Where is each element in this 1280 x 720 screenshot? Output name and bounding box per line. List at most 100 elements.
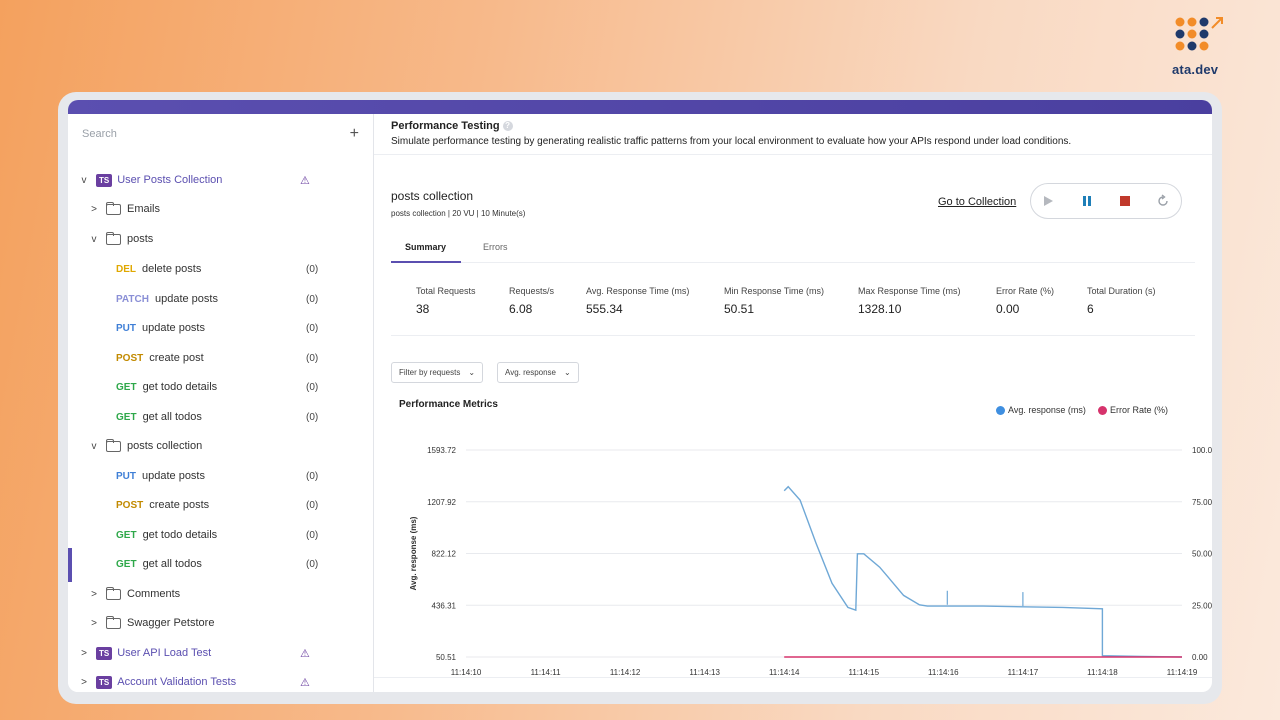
chevron-icon[interactable]: > [81,647,87,659]
http-method-badge: PATCH [116,293,149,305]
y-left-tick-label: 1593.72 [427,446,456,455]
http-method-badge: POST [116,352,144,364]
chevron-icon[interactable]: v [91,440,97,452]
sidebar-folder[interactable]: v posts [68,228,368,250]
result-tabs: Summary Errors [391,234,1195,263]
help-icon[interactable]: ? [502,121,513,132]
screen-frame: Search + v TS User Posts Collection ⚠ > Email… [58,92,1222,704]
top-bar [68,100,1212,114]
request-label: get todo details [142,381,218,393]
http-method-badge: GET [116,558,137,570]
page-title: Performance Testing? [391,120,513,132]
http-method-badge: GET [116,411,137,423]
sidebar-collection[interactable]: > TS User API Load Test ⚠ [68,642,368,664]
sidebar-request[interactable]: POST create posts (0) [68,494,368,516]
http-method-badge: GET [116,529,137,541]
play-button[interactable] [1040,193,1056,209]
stat-error-rate: Error Rate (%) 0.00 [996,286,1054,316]
sidebar-collection[interactable]: v TS User Posts Collection ⚠ [68,169,368,191]
tab-summary[interactable]: Summary [405,242,447,252]
add-icon[interactable]: + [349,125,359,142]
legend-error-rate[interactable]: Error Rate (%) [1098,405,1168,415]
sidebar-request[interactable]: PUT update posts (0) [68,317,368,339]
stat-total-requests: Total Requests 38 [416,286,476,316]
chevron-icon[interactable]: > [91,203,97,215]
warning-icon: ⚠ [300,174,310,187]
sidebar-request[interactable]: GET get all todos (0) [68,406,368,428]
metric-dropdown[interactable]: Avg. response ⌄ [497,362,579,383]
sidebar-folder[interactable]: > Comments [68,583,368,605]
x-tick-label: 11:14:10 [451,668,482,677]
legend-label: Avg. response (ms) [1008,405,1086,415]
tab-errors[interactable]: Errors [483,242,508,252]
y-right-tick-label: 0.00 [1192,653,1208,662]
pause-button[interactable] [1079,193,1095,209]
page-title-text: Performance Testing [391,120,500,132]
stat-label: Requests/s [509,286,555,296]
run-controls [1030,183,1182,219]
page-description: Simulate performance testing by generati… [391,136,1072,147]
chevron-icon[interactable]: > [91,617,97,629]
sidebar-request[interactable]: PATCH update posts (0) [68,288,368,310]
x-tick-label: 11:14:18 [1087,668,1118,677]
x-tick-label: 11:14:16 [928,668,959,677]
restart-button[interactable] [1155,193,1171,209]
chevron-icon[interactable]: v [81,174,87,186]
legend-swatch [996,405,1005,415]
warning-icon: ⚠ [300,676,310,689]
bottom-divider [374,677,1212,678]
sidebar: Search + v TS User Posts Collection ⚠ > Email… [68,114,374,692]
http-method-badge: POST [116,499,144,511]
legend-avg-response[interactable]: Avg. response (ms) [996,405,1086,415]
stat-label: Error Rate (%) [996,286,1055,296]
sidebar-request[interactable]: POST create post (0) [68,347,368,369]
filter-label: Filter by requests [399,368,461,377]
search-input[interactable]: Search [82,128,117,140]
y-left-tick-label: 822.12 [432,550,457,559]
sidebar-request[interactable]: GET get all todos (0) [68,553,368,575]
play-icon [1044,196,1053,206]
active-tab-indicator [391,261,461,263]
x-tick-label: 11:14:15 [849,668,880,677]
folder-icon [106,586,121,600]
chevron-icon[interactable]: v [91,233,97,245]
request-count: (0) [306,470,319,482]
request-count: (0) [306,352,319,364]
sidebar-collection[interactable]: > TS Account Validation Tests ⚠ [68,671,368,692]
go-to-collection-link[interactable]: Go to Collection [938,196,1017,208]
y-left-tick-label: 50.51 [436,653,457,662]
header-divider [374,154,1212,155]
stat-value: 6 [1087,302,1094,316]
sidebar-active-indicator [68,548,72,582]
chevron-icon[interactable]: > [91,588,97,600]
stat-requests-per-second: Requests/s 6.08 [509,286,554,316]
y-left-tick-label: 436.31 [432,601,457,610]
request-count: (0) [306,411,319,423]
y-left-axis-title: Avg. response (ms) [409,516,418,590]
collection-name: posts collection [391,189,474,203]
request-label: create post [149,352,204,364]
folder-icon [106,615,121,629]
sidebar-folder[interactable]: > Emails [68,198,368,220]
http-method-badge: PUT [116,322,136,334]
stat-label: Max Response Time (ms) [858,286,961,296]
stat-value: 555.34 [586,302,623,316]
sidebar-folder[interactable]: > Swagger Petstore [68,612,368,634]
chevron-icon[interactable]: > [81,676,87,688]
stop-button[interactable] [1117,193,1133,209]
y-right-tick-label: 75.00 [1192,498,1212,507]
sidebar-request[interactable]: DEL delete posts (0) [68,258,368,280]
sidebar-request[interactable]: GET get todo details (0) [68,524,368,546]
sidebar-request[interactable]: PUT update posts (0) [68,465,368,487]
x-tick-label: 11:14:13 [689,668,720,677]
request-label: update posts [154,293,218,305]
folder-label: Comments [127,588,181,600]
warning-icon: ⚠ [300,647,310,660]
filter-by-requests-dropdown[interactable]: Filter by requests ⌄ [391,362,484,383]
summary-stats: Total Requests 38 Requests/s 6.08 Avg. Res… [391,274,1195,336]
sidebar-request[interactable]: GET get todo details (0) [68,376,368,398]
stat-label: Total Requests [416,286,476,296]
sidebar-folder[interactable]: v posts collection [68,435,368,457]
request-label: update posts [142,470,205,482]
folder-icon [106,201,121,215]
